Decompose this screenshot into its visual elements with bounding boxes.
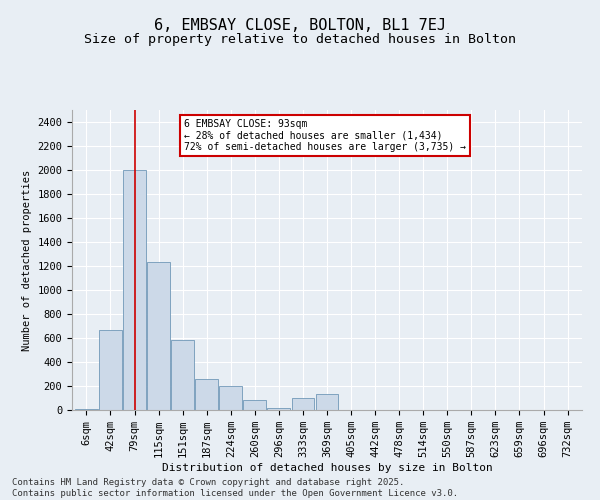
Bar <box>220 386 242 410</box>
Bar <box>123 170 146 410</box>
Text: 6 EMBSAY CLOSE: 93sqm
← 28% of detached houses are smaller (1,434)
72% of semi-d: 6 EMBSAY CLOSE: 93sqm ← 28% of detached … <box>184 119 466 152</box>
Text: 6, EMBSAY CLOSE, BOLTON, BL1 7EJ: 6, EMBSAY CLOSE, BOLTON, BL1 7EJ <box>154 18 446 32</box>
Bar <box>292 398 314 410</box>
Bar <box>171 340 194 410</box>
Y-axis label: Number of detached properties: Number of detached properties <box>22 170 32 350</box>
Text: Size of property relative to detached houses in Bolton: Size of property relative to detached ho… <box>84 32 516 46</box>
Bar <box>99 330 122 410</box>
Bar <box>195 379 218 410</box>
Bar <box>244 400 266 410</box>
Bar <box>316 394 338 410</box>
Text: Contains HM Land Registry data © Crown copyright and database right 2025.
Contai: Contains HM Land Registry data © Crown c… <box>12 478 458 498</box>
Bar <box>268 408 290 410</box>
Bar <box>147 262 170 410</box>
X-axis label: Distribution of detached houses by size in Bolton: Distribution of detached houses by size … <box>161 463 493 473</box>
